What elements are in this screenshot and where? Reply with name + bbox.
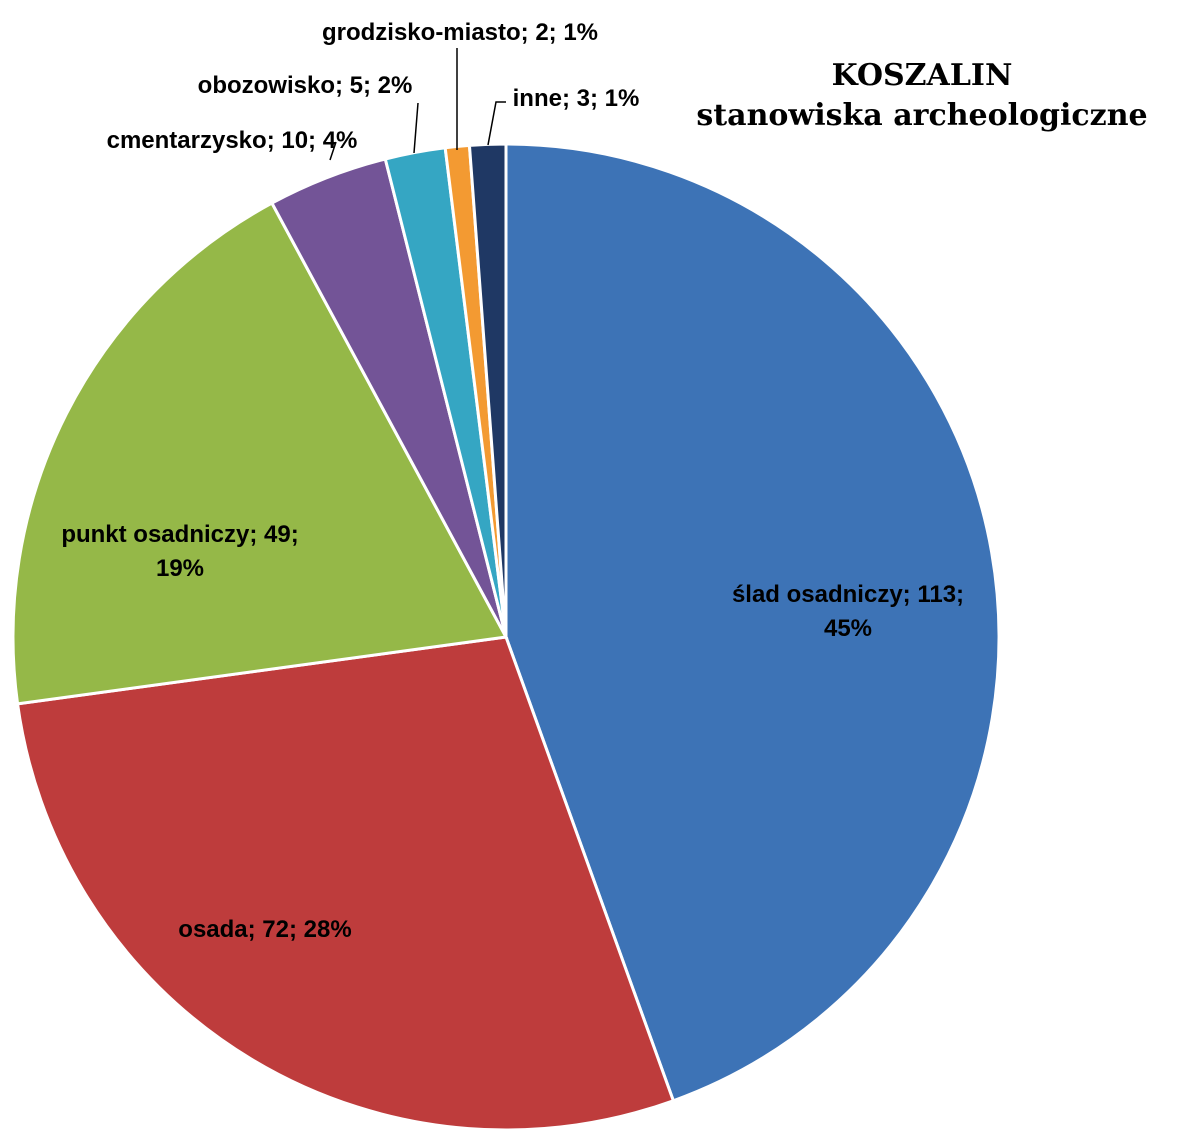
data-label-osada: osada; 72; 28% bbox=[178, 916, 351, 943]
pie-slice-punkt-osadniczy bbox=[11, 201, 509, 706]
data-label-line: obozowisko; 5; 2% bbox=[198, 72, 413, 99]
chart-title-line-1: KOSZALIN bbox=[831, 58, 1013, 93]
data-label-punkt-osadniczy: punkt osadniczy; 49; 19% bbox=[61, 521, 298, 582]
pie-slice-ślad-osadniczy bbox=[504, 142, 1001, 1103]
data-label-line: 19% bbox=[156, 555, 204, 582]
data-label-line: osada; 72; 28% bbox=[178, 916, 351, 943]
data-label-line: grodzisko-miasto; 2; 1% bbox=[322, 19, 598, 46]
leader-line-inne bbox=[487, 101, 506, 146]
data-label-line: inne; 3; 1% bbox=[513, 85, 640, 112]
leader-lines bbox=[329, 48, 506, 161]
pie-slice-osada bbox=[15, 635, 676, 1129]
data-label-grodzisko-miasto: grodzisko-miasto; 2; 1% bbox=[322, 19, 598, 46]
chart-title-line-2: stanowiska archeologiczne bbox=[696, 98, 1148, 133]
data-label-line: punkt osadniczy; 49; bbox=[61, 521, 298, 548]
leader-line-obozowisko bbox=[413, 102, 419, 154]
data-labels: ślad osadniczy; 113; 45% osada; 72; 28% pun… bbox=[61, 19, 964, 943]
data-label-cmentarzysko: cmentarzysko; 10; 4% bbox=[107, 127, 358, 154]
leader-line-cmentarzysko bbox=[329, 141, 337, 161]
pie-slices bbox=[11, 142, 1001, 1129]
data-label-line: 45% bbox=[824, 615, 872, 642]
chart-title: KOSZALIN stanowiska archeologiczne bbox=[662, 56, 1182, 136]
data-label-obozowisko: obozowisko; 5; 2% bbox=[198, 72, 413, 99]
data-label-inne: inne; 3; 1% bbox=[513, 85, 640, 112]
data-label-line: ślad osadniczy; 113; bbox=[732, 581, 964, 608]
data-label-ślad-osadniczy: ślad osadniczy; 113; 45% bbox=[732, 581, 964, 642]
data-label-line: cmentarzysko; 10; 4% bbox=[107, 127, 358, 154]
